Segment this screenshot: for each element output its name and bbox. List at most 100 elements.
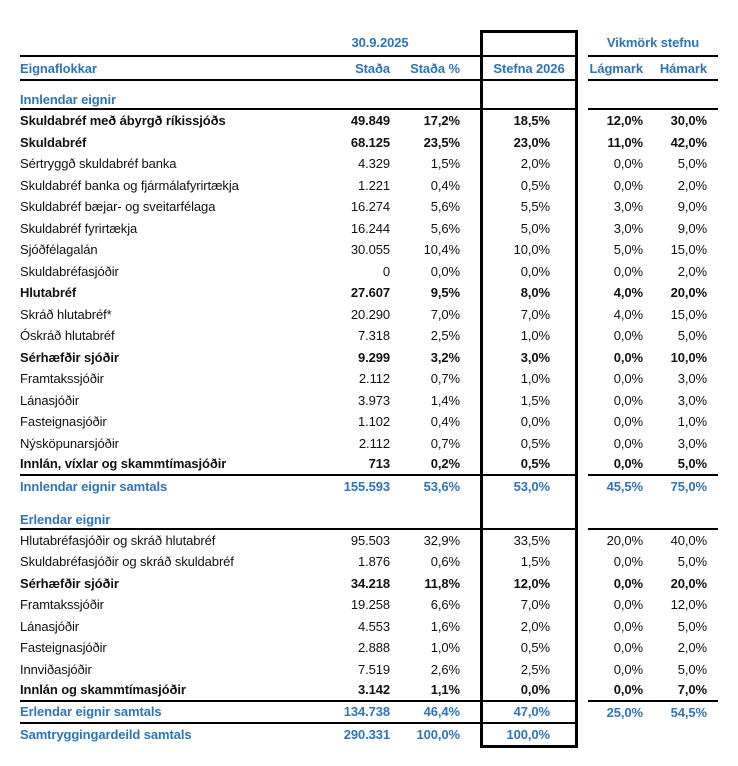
table-row: Sjóðfélagalán 30.055 10,4% 10,0% 5,0% 15…: [0, 239, 738, 261]
row-label: Hlutabréf: [20, 285, 77, 301]
stada-pct-value: 100,0%: [416, 727, 461, 742]
gap: [460, 616, 480, 638]
gap: [460, 304, 480, 326]
stefna-value: 2,0%: [520, 618, 550, 634]
table-row: Sérhæfðir sjóðir 34.218 11,8% 12,0% 0,0%…: [0, 573, 738, 595]
stefna-value: [480, 498, 578, 512]
lagmark-value: [588, 92, 643, 110]
hamark-value: 9,0%: [677, 220, 707, 236]
gap: [460, 594, 480, 616]
row-label: Óskráð hlutabréf: [20, 328, 115, 344]
gap: [460, 196, 480, 218]
row-label: Fasteignasjóðir: [20, 414, 107, 430]
hamark-value: 5,0%: [677, 554, 707, 570]
hamark-value: 75,0%: [670, 479, 707, 494]
stada-pct-value: 0,4%: [430, 177, 460, 193]
hamark-value: 30,0%: [670, 113, 707, 129]
stada-pct-value: 6,6%: [430, 597, 460, 613]
stada-pct-value: [390, 498, 460, 512]
hamark-value: 2,0%: [677, 640, 707, 656]
gap: [578, 573, 588, 595]
row-label: Skuldabréfasjóðir: [20, 263, 119, 279]
gap: [578, 92, 588, 110]
vikmork-group-header: Vikmörk stefnu: [588, 30, 718, 57]
gap: [578, 110, 588, 132]
stefna-value: [480, 92, 578, 110]
table-row: Innlendar eignir samtals 155.593 53,6% 5…: [0, 476, 738, 498]
lagmark-value: 25,0%: [606, 705, 643, 720]
stefna-value: 1,5%: [520, 392, 550, 408]
gap: [578, 218, 588, 240]
column-header-stefna-2026: Stefna 2026: [480, 57, 578, 81]
stefna-value: 5,5%: [520, 199, 550, 215]
gap: [460, 110, 480, 132]
row-label: [20, 498, 300, 512]
gap: [578, 347, 588, 369]
table-row: Skuldabréf fyrirtækja 16.244 5,6% 5,0% 3…: [0, 218, 738, 240]
row-label: Framtakssjóðir: [20, 371, 104, 387]
table-row: Skuldabréf 68.125 23,5% 23,0% 11,0% 42,0…: [0, 132, 738, 154]
gap: [578, 30, 588, 57]
lagmark-value: 0,0%: [588, 454, 643, 476]
header-spacer: [20, 30, 300, 57]
row-label: Lánasjóðir: [20, 392, 79, 408]
gap: [578, 261, 588, 283]
row-label: Innlendar eignir samtals: [20, 479, 168, 494]
gap: [460, 512, 480, 530]
hamark-value: 1,0%: [677, 414, 707, 430]
hamark-value: 20,0%: [670, 575, 707, 591]
stefna-value: 18,5%: [513, 113, 550, 129]
row-label: Framtakssjóðir: [20, 597, 104, 613]
gap: [460, 702, 480, 724]
gap: [578, 724, 588, 746]
stada-value: 4.553: [357, 618, 390, 634]
row-label: Hlutabréfasjóðir og skráð hlutabréf: [20, 532, 216, 548]
gap: [578, 702, 588, 724]
row-label: Skuldabréf með ábyrgð ríkissjóðs: [20, 113, 226, 129]
gap: [460, 218, 480, 240]
hamark-value: 5,0%: [677, 618, 707, 634]
lagmark-value: 20,0%: [606, 532, 643, 548]
gap: [460, 153, 480, 175]
gap: [460, 30, 480, 57]
gap: [460, 239, 480, 261]
stada-value: 19.258: [350, 597, 390, 613]
row-label: Lánasjóðir: [20, 618, 79, 634]
stefna-value: 10,0%: [513, 242, 550, 258]
lagmark-value: 5,0%: [613, 242, 643, 258]
hamark-value: 5,0%: [643, 454, 718, 476]
stada-pct-value: 0,7%: [430, 435, 460, 451]
gap: [460, 530, 480, 552]
gap: [578, 551, 588, 573]
gap: [460, 261, 480, 283]
table-row: Innlendar eignir: [0, 92, 738, 110]
spacer-row: [0, 81, 738, 92]
lagmark-value: 0,0%: [613, 392, 643, 408]
stefna-value: 3,0%: [520, 349, 550, 365]
table-row: Skráð hlutabréf* 20.290 7,0% 7,0% 4,0% 1…: [0, 304, 738, 326]
stada-value: [300, 498, 390, 512]
gap: [460, 498, 480, 512]
gap: [460, 454, 480, 476]
table-row: Lánasjóðir 4.553 1,6% 2,0% 0,0% 5,0%: [0, 616, 738, 638]
stada-pct-value: 5,6%: [430, 199, 460, 215]
hamark-value: 42,0%: [670, 134, 707, 150]
row-label: Fasteignasjóðir: [20, 640, 107, 656]
stada-value: 30.055: [350, 242, 390, 258]
gap: [578, 175, 588, 197]
stada-value: 1.221: [357, 177, 390, 193]
gap: [460, 132, 480, 154]
stada-pct-value: 0,7%: [430, 371, 460, 387]
stada-value: 16.244: [350, 220, 390, 236]
stefna-value: 1,0%: [520, 328, 550, 344]
lagmark-value: [588, 512, 643, 530]
stada-pct-value: 1,0%: [430, 640, 460, 656]
gap: [578, 476, 588, 498]
gap: [460, 411, 480, 433]
stefna-value: 53,0%: [513, 479, 550, 494]
gap: [578, 132, 588, 154]
row-label: Sjóðfélagalán: [20, 242, 98, 258]
stada-pct-value: 7,0%: [430, 306, 460, 322]
gap: [460, 724, 480, 746]
